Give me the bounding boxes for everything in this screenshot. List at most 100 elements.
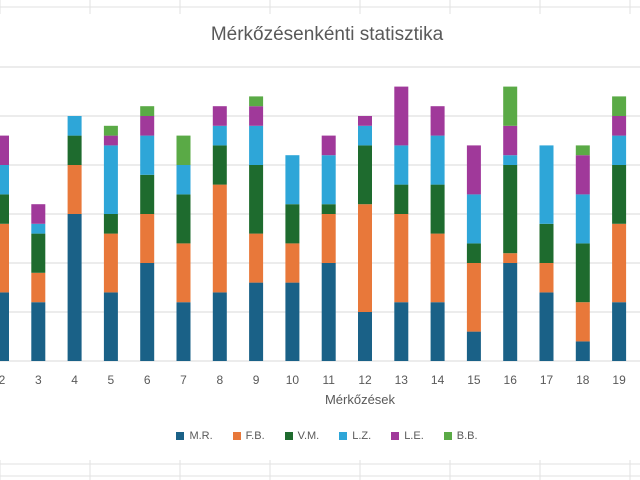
bar-segment xyxy=(0,165,9,195)
bar-segment xyxy=(140,116,155,136)
bar-segment xyxy=(321,204,336,214)
legend-swatch xyxy=(339,432,348,440)
legend-label: B.B. xyxy=(456,430,478,442)
bar-segment xyxy=(321,135,336,156)
bar-segment xyxy=(176,165,191,195)
bar-segment xyxy=(31,302,46,361)
x-tick-label: 18 xyxy=(576,373,590,387)
legend-item[interactable]: L.E. xyxy=(391,430,424,442)
bar-segment xyxy=(612,223,627,303)
x-tick-label: 15 xyxy=(467,373,481,387)
legend-item[interactable]: V.M. xyxy=(284,430,320,442)
legend-item[interactable]: M.R. xyxy=(176,430,213,442)
x-tick-label: 13 xyxy=(395,373,409,387)
bar-segment xyxy=(249,125,264,165)
bar-segment xyxy=(140,135,155,175)
bar-segment xyxy=(140,263,155,361)
legend-label: L.Z. xyxy=(352,430,372,442)
legend-item[interactable]: B.B. xyxy=(443,430,478,442)
legend-item[interactable]: F.B. xyxy=(232,430,265,442)
legend-label: V.M. xyxy=(297,430,320,442)
bar-segment xyxy=(212,106,227,126)
bar-segment xyxy=(466,194,481,244)
bar-segment xyxy=(176,302,191,361)
legend-label: F.B. xyxy=(245,430,265,442)
bar-segment xyxy=(612,165,627,224)
x-tick-label: 5 xyxy=(108,373,115,387)
bar-segment xyxy=(140,106,155,116)
bar-segment xyxy=(0,194,9,224)
bar-segment xyxy=(103,292,118,361)
bar-segment xyxy=(430,106,445,136)
bar-segment xyxy=(539,145,554,224)
legend-swatch xyxy=(284,432,293,440)
bar-segment xyxy=(503,253,518,263)
bar-segment xyxy=(321,214,336,263)
bar-segment xyxy=(539,223,554,263)
legend-swatch xyxy=(391,432,400,440)
x-tick-label: 6 xyxy=(144,373,151,387)
legend[interactable]: M.R. F.B. V.M. L.Z. L.E. B.B. xyxy=(0,430,640,442)
bar-segment xyxy=(176,194,191,244)
bar-segment xyxy=(466,331,481,361)
bar-segment xyxy=(67,116,82,136)
chart-title: Mérkőzésenkénti statisztika xyxy=(210,24,444,45)
x-tick-label: 17 xyxy=(540,373,554,387)
bar-segment xyxy=(67,135,82,165)
bar-segment xyxy=(285,204,300,244)
x-tick-label: 10 xyxy=(286,373,300,387)
x-tick-label: 16 xyxy=(504,373,518,387)
bar-segment xyxy=(212,184,227,293)
bar-segment xyxy=(430,233,445,303)
bar-segment xyxy=(285,155,300,205)
bar-segment xyxy=(466,145,481,195)
bar-segment xyxy=(103,214,118,234)
bar-segment xyxy=(67,165,82,214)
bar-segment xyxy=(503,86,518,126)
bar-segment xyxy=(358,125,372,146)
bar-segment xyxy=(575,194,590,244)
bar-segment xyxy=(575,243,590,303)
bar-segment xyxy=(249,165,264,234)
bar-segment xyxy=(466,263,481,332)
bar-segment xyxy=(212,125,227,146)
bar-segment xyxy=(430,302,445,361)
bar-segment xyxy=(612,135,627,165)
x-tick-label: 8 xyxy=(216,373,223,387)
legend-item[interactable]: L.Z. xyxy=(339,430,371,442)
bar-segment xyxy=(539,292,554,361)
bar-segment xyxy=(394,145,409,185)
x-tick-label: 14 xyxy=(431,373,445,387)
legend-swatch xyxy=(176,432,185,440)
bar-segment xyxy=(612,116,627,136)
bar-segment xyxy=(430,184,445,234)
bar-segment xyxy=(394,184,409,214)
bar-segment xyxy=(140,174,155,214)
bar-segment xyxy=(612,302,627,361)
bar-segment xyxy=(575,341,590,361)
legend-label: L.E. xyxy=(404,430,424,442)
x-tick-label: 4 xyxy=(71,373,78,387)
x-tick-label: 12 xyxy=(358,373,372,387)
bar-segment xyxy=(575,145,590,156)
bar-segment xyxy=(503,155,518,165)
bar-segment xyxy=(0,135,9,165)
bar-segment xyxy=(430,135,445,185)
x-tick-label: 2 xyxy=(0,373,6,387)
bar-segment xyxy=(249,233,264,283)
bar-segment xyxy=(103,135,118,146)
bar-segment xyxy=(176,243,191,303)
x-axis-title: Mérkőzések xyxy=(324,392,396,407)
x-tick-label: 3 xyxy=(35,373,42,387)
bar-segment xyxy=(176,135,191,165)
bar-segment xyxy=(0,223,9,293)
bar-segment xyxy=(503,125,518,156)
bar-segment xyxy=(394,214,409,303)
legend-swatch xyxy=(443,432,452,440)
x-tick-label: 7 xyxy=(180,373,187,387)
bar-segment xyxy=(212,292,227,361)
bar-segment xyxy=(285,243,300,283)
bar-segment xyxy=(575,155,590,195)
bar-segment xyxy=(249,106,264,126)
bar-segment xyxy=(539,263,554,293)
